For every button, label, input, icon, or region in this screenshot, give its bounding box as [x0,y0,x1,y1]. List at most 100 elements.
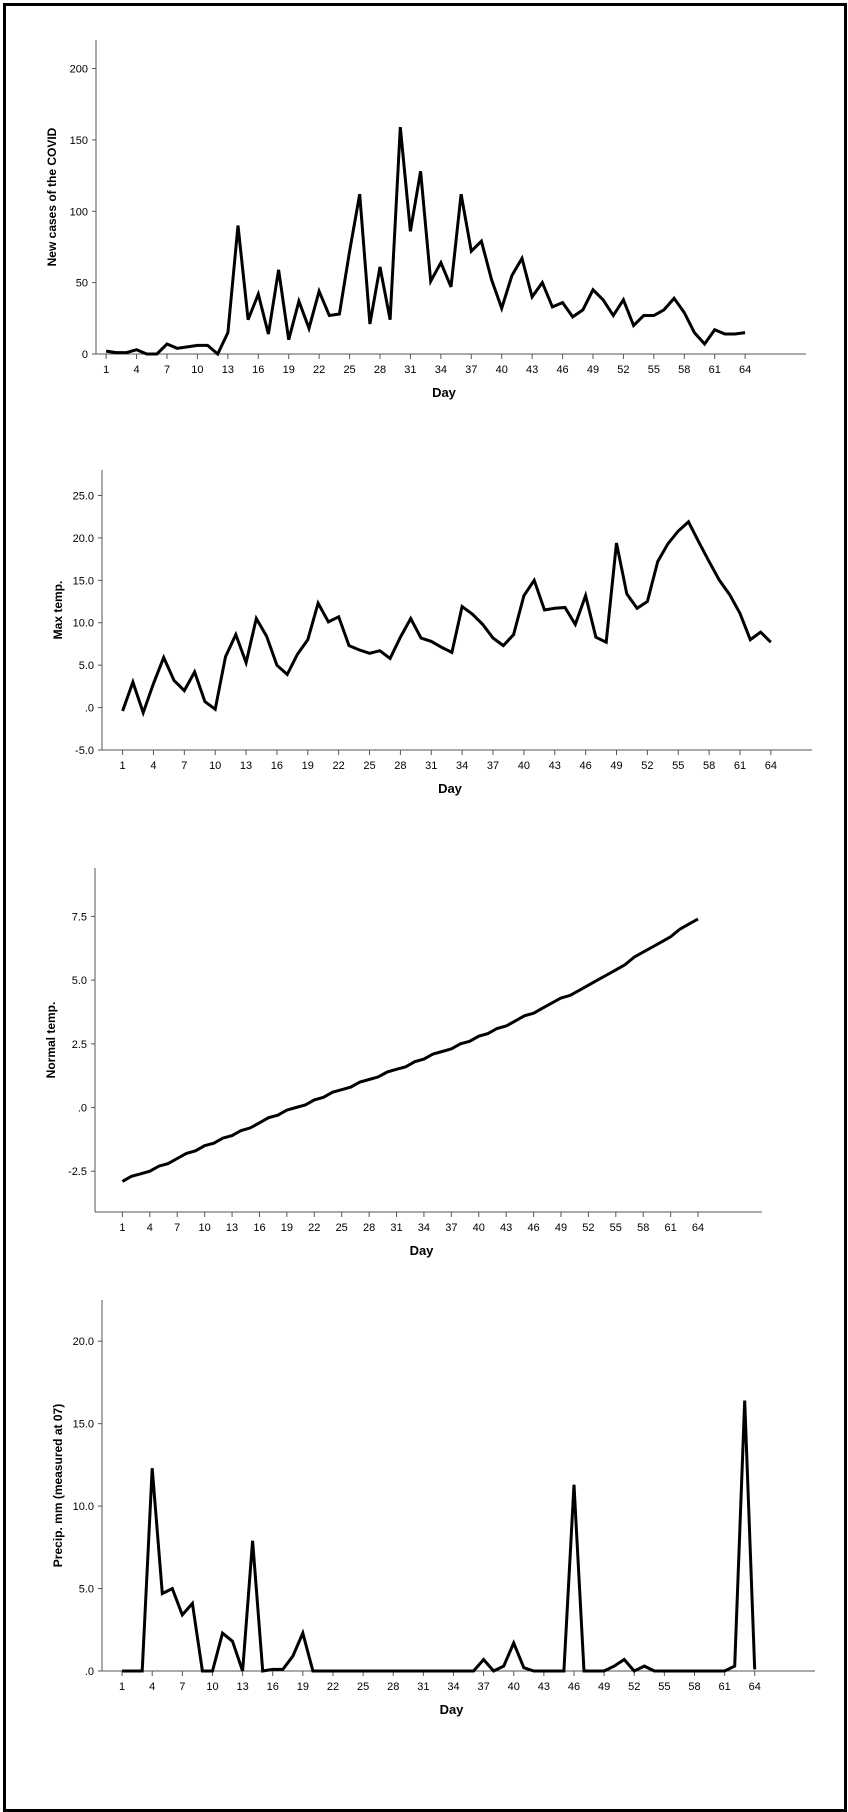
y-tick-label: 10.0 [73,618,94,630]
x-tick-label: 4 [149,1681,155,1693]
x-tick-label: 22 [333,760,345,772]
y-tick-label: 20.0 [73,533,94,545]
x-tick-label: 4 [150,760,156,772]
y-tick-label: 5.0 [72,975,87,987]
x-tick-label: 1 [119,1222,125,1234]
x-tick-label: 7 [164,364,170,376]
x-tick-label: 58 [637,1222,649,1234]
x-tick-label: 37 [477,1681,489,1693]
y-tick-label: 7.5 [72,911,87,923]
x-tick-label: 58 [703,760,715,772]
x-tick-label: 25 [336,1222,348,1234]
x-tick-label: 34 [447,1681,459,1693]
x-tick-label: 61 [665,1222,677,1234]
x-tick-label: 13 [240,760,252,772]
x-tick-label: 34 [418,1222,430,1234]
x-tick-label: 16 [271,760,283,772]
y-tick-label: 100 [70,206,88,218]
x-tick-label: 13 [226,1222,238,1234]
x-tick-label: 10 [199,1222,211,1234]
x-tick-label: 16 [252,364,264,376]
x-tick-label: 25 [343,364,355,376]
x-tick-label: 28 [387,1681,399,1693]
x-tick-label: 64 [739,364,751,376]
x-tick-label: 7 [181,760,187,772]
x-tick-label: 10 [191,364,203,376]
y-tick-label: 10.0 [73,1501,94,1513]
x-tick-label: 31 [390,1222,402,1234]
series-line-1 [121,519,772,718]
x-tick-label: 31 [404,364,416,376]
x-tick-label: 49 [587,364,599,376]
x-tick-label: 19 [281,1222,293,1234]
x-tick-label: 40 [518,760,530,772]
x-tick-label: 46 [527,1222,539,1234]
x-tick-label: 46 [568,1681,580,1693]
x-tick-label: 25 [357,1681,369,1693]
x-tick-label: 28 [363,1222,375,1234]
y-tick-label: 200 [70,64,88,76]
x-tick-label: 55 [672,760,684,772]
x-axis-label: Day [432,385,457,400]
y-tick-label: 15.0 [73,575,94,587]
x-tick-label: 31 [425,760,437,772]
x-tick-label: 22 [327,1681,339,1693]
x-tick-label: 40 [496,364,508,376]
x-tick-label: 55 [648,364,660,376]
x-tick-label: 37 [445,1222,457,1234]
x-tick-label: 61 [734,760,746,772]
x-tick-label: 46 [579,760,591,772]
x-tick-label: 7 [174,1222,180,1234]
y-axis-label: Max temp. [51,581,65,640]
x-tick-label: 58 [688,1681,700,1693]
x-tick-label: 13 [236,1681,248,1693]
x-axis-label: Day [438,781,463,796]
x-tick-label: 43 [526,364,538,376]
figure-frame [3,3,847,1812]
y-tick-label: 5.0 [79,660,94,672]
x-tick-label: 13 [222,364,234,376]
x-tick-label: 1 [120,760,126,772]
x-tick-label: 31 [417,1681,429,1693]
x-tick-label: 19 [302,760,314,772]
y-tick-label: .0 [85,703,94,715]
x-tick-label: 16 [253,1222,265,1234]
y-tick-label: -5.0 [75,745,94,757]
x-tick-label: 28 [394,760,406,772]
x-tick-label: 34 [456,760,468,772]
series-line-1 [121,917,699,1183]
y-tick-label: 50 [76,278,88,290]
y-tick-label: .0 [78,1103,87,1115]
y-tick-label: 5.0 [79,1584,94,1596]
x-tick-label: 1 [103,364,109,376]
x-tick-label: 19 [283,364,295,376]
y-tick-label: 25.0 [73,490,94,502]
x-tick-label: 61 [718,1681,730,1693]
x-axis-label: Day [440,1702,465,1717]
x-tick-label: 64 [692,1222,704,1234]
x-axis-label: Day [410,1243,435,1258]
chart-3: -2.5 .0 2.5 5.0 7.5 1 4 7 10 13 16 19 22 25 28 31 34 37 40… [44,868,762,1258]
y-tick-label: 15.0 [73,1419,94,1431]
x-tick-label: 46 [556,364,568,376]
y-axis-label: Precip. mm (measured at 07) [51,1404,65,1567]
x-tick-label: 52 [641,760,653,772]
x-tick-label: 1 [119,1681,125,1693]
x-tick-label: 25 [363,760,375,772]
x-tick-label: 16 [267,1681,279,1693]
x-tick-label: 10 [209,760,221,772]
x-tick-label: 49 [598,1681,610,1693]
x-tick-label: 58 [678,364,690,376]
x-tick-label: 37 [487,760,499,772]
chart-4: .0 5.0 10.0 15.0 20.0 1 4 7 10 13 16 19 22 25 28 31 34 37… [51,1300,815,1717]
x-tick-label: 64 [749,1681,761,1693]
x-tick-label: 55 [610,1222,622,1234]
series-line-1 [105,126,746,357]
y-axis-label: New cases of the COVID [45,127,59,266]
x-tick-label: 7 [179,1681,185,1693]
x-tick-label: 4 [147,1222,153,1234]
x-tick-label: 43 [549,760,561,772]
x-tick-label: 34 [435,364,447,376]
y-tick-label: 0 [82,349,88,361]
